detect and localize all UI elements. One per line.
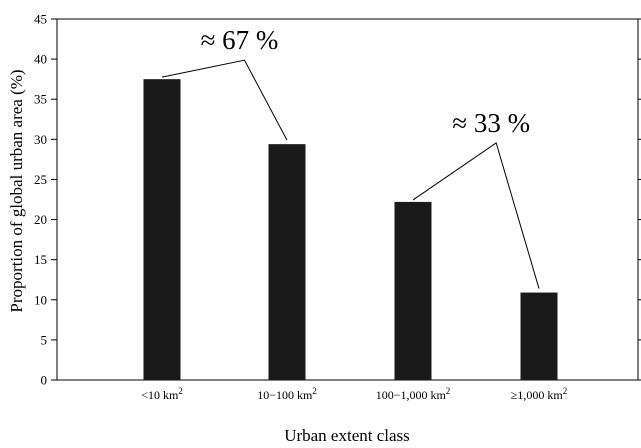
plot-frame xyxy=(56,18,639,381)
y-tick-label: 5 xyxy=(41,332,48,347)
annotation-bracket xyxy=(412,142,540,289)
x-axis-title: Urban extent class xyxy=(284,426,410,445)
y-tick-label: 15 xyxy=(34,252,47,267)
bar xyxy=(520,292,558,380)
x-tick-label: <10 km2 xyxy=(141,386,183,402)
bar xyxy=(268,144,306,380)
y-tick-label: 35 xyxy=(34,92,47,107)
y-tick-label: 20 xyxy=(34,212,47,227)
bar xyxy=(394,201,432,380)
annotation-label: ≈ 33 % xyxy=(452,108,530,138)
y-tick-label: 30 xyxy=(34,132,47,147)
annotation-bracket xyxy=(161,59,288,141)
y-axis-title: Proportion of global urban area (%) xyxy=(7,69,26,312)
x-tick-label: ≥1,000 km2 xyxy=(511,386,567,402)
annotation-label: ≈ 67 % xyxy=(201,25,279,55)
x-tick-label: 100−1,000 km2 xyxy=(376,386,451,402)
plot-area: 0 5 10 15 20 25 30 35 40 45 <10 km2 10−100 km2 100−1… xyxy=(34,12,641,402)
y-tick-label: 45 xyxy=(34,12,47,27)
y-tick-label: 10 xyxy=(34,292,47,307)
y-tick-label: 25 xyxy=(34,172,47,187)
y-tick-label: 0 xyxy=(41,373,48,388)
x-tick-label: 10−100 km2 xyxy=(257,386,317,402)
y-tick-label: 40 xyxy=(34,52,47,67)
bar xyxy=(143,79,181,381)
